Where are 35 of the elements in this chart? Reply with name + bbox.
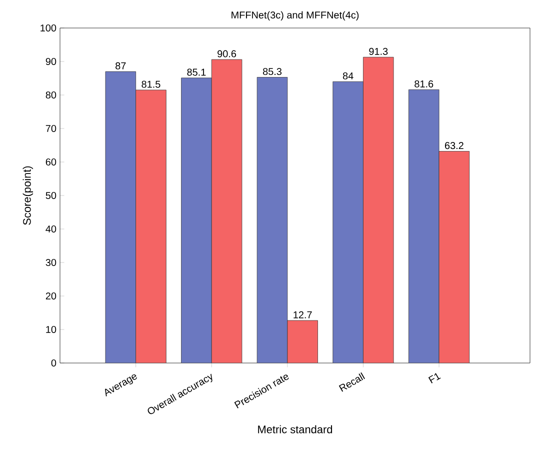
y-tick-label: 40 — [46, 225, 56, 233]
data-label: 85.1 — [187, 68, 206, 76]
y-tick-label: 60 — [46, 158, 56, 166]
y-tick-label: 100 — [40, 24, 56, 32]
bar — [181, 78, 212, 363]
bar — [105, 72, 136, 363]
data-label: 85.3 — [263, 68, 282, 76]
y-tick-label: 80 — [46, 91, 56, 99]
y-tick-label: 30 — [46, 258, 56, 266]
data-label: 81.6 — [414, 80, 434, 88]
bar — [136, 90, 166, 363]
y-tick-label: 50 — [46, 192, 56, 200]
data-label: 63.2 — [444, 142, 464, 150]
x-axis-title: Metric standard — [258, 425, 332, 434]
bar — [212, 59, 242, 363]
data-label: 12.7 — [294, 311, 312, 318]
data-label: 90.6 — [218, 50, 236, 58]
y-tick-label: 20 — [46, 292, 56, 300]
y-tick-label: 0 — [51, 359, 56, 367]
y-tick-label: 10 — [46, 326, 56, 334]
data-label: 84 — [342, 72, 354, 80]
data-label: 81.5 — [142, 80, 160, 88]
bar — [257, 77, 288, 363]
data-label: 91.3 — [369, 48, 388, 55]
data-label: 87 — [116, 62, 126, 70]
chart-title: MFFNet(3c) and MFFNet(4c) — [232, 11, 359, 20]
bar — [408, 89, 440, 363]
bar — [287, 320, 318, 363]
bar — [363, 57, 394, 363]
y-tick-label: 90 — [46, 58, 56, 66]
x-tick-label: F1 — [428, 373, 441, 384]
bar — [332, 82, 364, 363]
y-axis-title: Score(point) — [22, 166, 34, 225]
y-tick-label: 70 — [46, 124, 56, 132]
bar — [438, 151, 470, 363]
